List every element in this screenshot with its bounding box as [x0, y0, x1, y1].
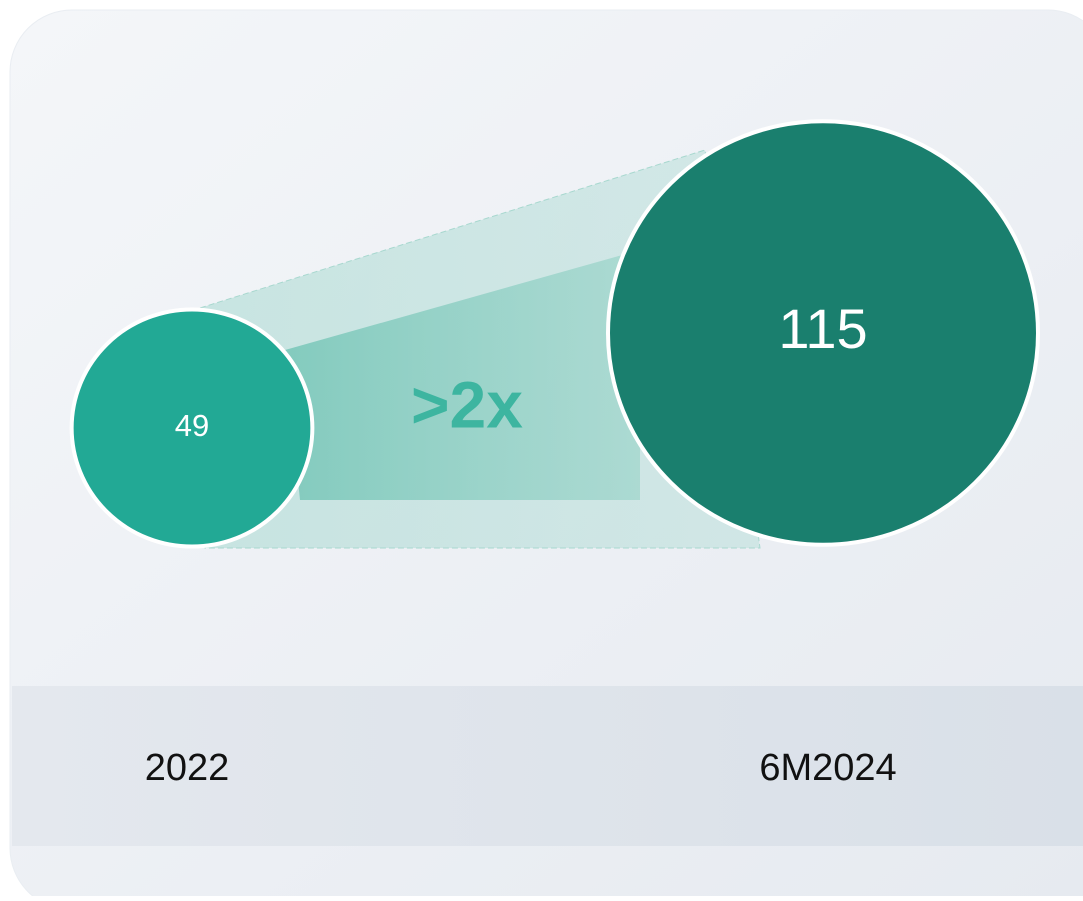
category-label: 2022 [145, 747, 230, 789]
bubble-value: 49 [175, 408, 209, 443]
bubble-value: 115 [778, 297, 867, 360]
label-band [12, 686, 1083, 846]
category-label: 6M2024 [759, 747, 896, 789]
funnel-inner [285, 250, 640, 500]
annotation: >2x [411, 367, 523, 441]
bubble [606, 119, 1040, 547]
bubble [69, 307, 315, 549]
